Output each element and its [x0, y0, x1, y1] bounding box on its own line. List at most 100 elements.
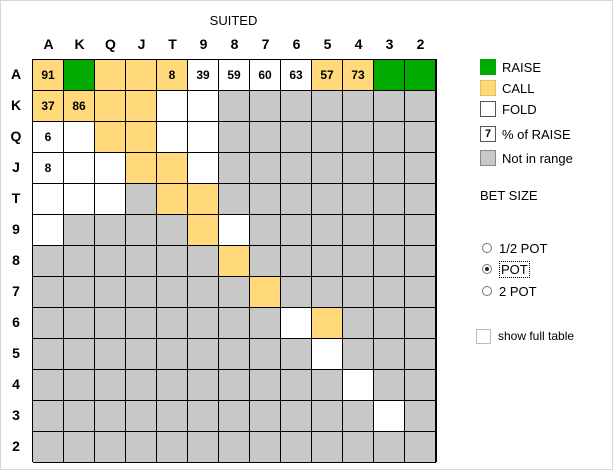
radio-2-pot[interactable]	[482, 286, 492, 296]
hand-cell[interactable]	[95, 184, 126, 215]
hand-cell[interactable]	[33, 401, 64, 432]
hand-cell[interactable]	[374, 432, 405, 463]
hand-cell[interactable]	[281, 153, 312, 184]
hand-cell[interactable]	[374, 246, 405, 277]
hand-cell[interactable]	[405, 246, 436, 277]
show-full-table-toggle[interactable]: show full table	[476, 327, 574, 345]
hand-cell[interactable]	[343, 153, 374, 184]
hand-cell[interactable]	[250, 339, 281, 370]
hand-cell[interactable]	[343, 308, 374, 339]
hand-cell[interactable]	[126, 432, 157, 463]
hand-cell[interactable]	[374, 339, 405, 370]
hand-cell[interactable]	[281, 277, 312, 308]
hand-cell[interactable]	[157, 339, 188, 370]
hand-cell[interactable]	[95, 246, 126, 277]
hand-cell[interactable]	[343, 215, 374, 246]
hand-cell[interactable]: 8	[157, 60, 188, 91]
hand-cell[interactable]: 60	[250, 60, 281, 91]
hand-cell[interactable]	[157, 153, 188, 184]
hand-cell[interactable]	[281, 184, 312, 215]
hand-cell[interactable]	[374, 91, 405, 122]
hand-cell[interactable]	[374, 401, 405, 432]
hand-cell[interactable]	[281, 370, 312, 401]
hand-cell[interactable]	[126, 246, 157, 277]
hand-cell[interactable]	[405, 184, 436, 215]
hand-cell[interactable]	[188, 432, 219, 463]
bet-option-half-pot-label[interactable]: 1/2 POT	[499, 240, 548, 256]
hand-cell[interactable]	[219, 432, 250, 463]
hand-cell[interactable]	[188, 308, 219, 339]
hand-cell[interactable]	[95, 401, 126, 432]
hand-cell[interactable]	[126, 401, 157, 432]
bet-option-2-pot-label[interactable]: 2 POT	[499, 283, 537, 299]
hand-cell[interactable]	[250, 370, 281, 401]
hand-cell[interactable]	[157, 184, 188, 215]
hand-cell[interactable]	[374, 370, 405, 401]
hand-cell[interactable]	[312, 432, 343, 463]
hand-cell[interactable]	[343, 277, 374, 308]
hand-cell[interactable]	[281, 308, 312, 339]
hand-cell[interactable]	[157, 215, 188, 246]
hand-cell[interactable]	[343, 184, 374, 215]
hand-cell[interactable]	[281, 401, 312, 432]
hand-cell[interactable]: 73	[343, 60, 374, 91]
hand-cell[interactable]	[64, 246, 95, 277]
hand-cell[interactable]	[95, 308, 126, 339]
bet-option-2-pot[interactable]: 2 POT	[482, 282, 537, 300]
hand-cell[interactable]	[157, 91, 188, 122]
show-full-table-label[interactable]: show full table	[498, 329, 575, 343]
hand-cell[interactable]	[312, 184, 343, 215]
hand-cell[interactable]	[281, 215, 312, 246]
hand-cell[interactable]	[250, 308, 281, 339]
hand-cell[interactable]	[281, 246, 312, 277]
hand-cell[interactable]	[219, 122, 250, 153]
hand-cell[interactable]	[312, 308, 343, 339]
hand-cell[interactable]	[343, 339, 374, 370]
hand-cell[interactable]	[188, 91, 219, 122]
hand-cell[interactable]	[64, 215, 95, 246]
hand-cell[interactable]	[64, 277, 95, 308]
hand-cell[interactable]	[157, 432, 188, 463]
hand-cell[interactable]	[250, 246, 281, 277]
hand-cell[interactable]: 6	[33, 122, 64, 153]
hand-cell[interactable]	[312, 246, 343, 277]
hand-cell[interactable]	[126, 122, 157, 153]
hand-cell[interactable]	[374, 277, 405, 308]
hand-cell[interactable]	[405, 277, 436, 308]
hand-cell[interactable]	[188, 277, 219, 308]
hand-cell[interactable]	[281, 432, 312, 463]
hand-cell[interactable]	[312, 91, 343, 122]
hand-cell[interactable]: 37	[33, 91, 64, 122]
hand-cell[interactable]	[219, 91, 250, 122]
hand-cell[interactable]: 8	[33, 153, 64, 184]
hand-cell[interactable]	[33, 339, 64, 370]
hand-cell[interactable]	[250, 401, 281, 432]
hand-cell[interactable]	[405, 370, 436, 401]
hand-cell[interactable]	[250, 432, 281, 463]
hand-cell[interactable]	[343, 91, 374, 122]
hand-cell[interactable]	[374, 308, 405, 339]
hand-cell[interactable]	[157, 308, 188, 339]
hand-cell[interactable]	[219, 246, 250, 277]
hand-cell[interactable]	[219, 277, 250, 308]
hand-cell[interactable]	[157, 122, 188, 153]
hand-cell[interactable]	[343, 401, 374, 432]
hand-cell[interactable]	[374, 153, 405, 184]
hand-cell[interactable]	[343, 370, 374, 401]
hand-cell[interactable]: 59	[219, 60, 250, 91]
hand-cell[interactable]	[343, 122, 374, 153]
hand-cell[interactable]	[250, 91, 281, 122]
hand-cell[interactable]	[188, 215, 219, 246]
hand-cell[interactable]	[64, 401, 95, 432]
hand-cell[interactable]	[188, 370, 219, 401]
hand-cell[interactable]	[126, 277, 157, 308]
hand-cell[interactable]	[312, 401, 343, 432]
hand-cell[interactable]	[157, 401, 188, 432]
hand-cell[interactable]	[219, 401, 250, 432]
hand-cell[interactable]	[188, 153, 219, 184]
hand-cell[interactable]	[405, 153, 436, 184]
hand-cell[interactable]	[126, 370, 157, 401]
hand-cell[interactable]	[95, 277, 126, 308]
hand-cell[interactable]	[33, 277, 64, 308]
hand-cell[interactable]	[312, 153, 343, 184]
